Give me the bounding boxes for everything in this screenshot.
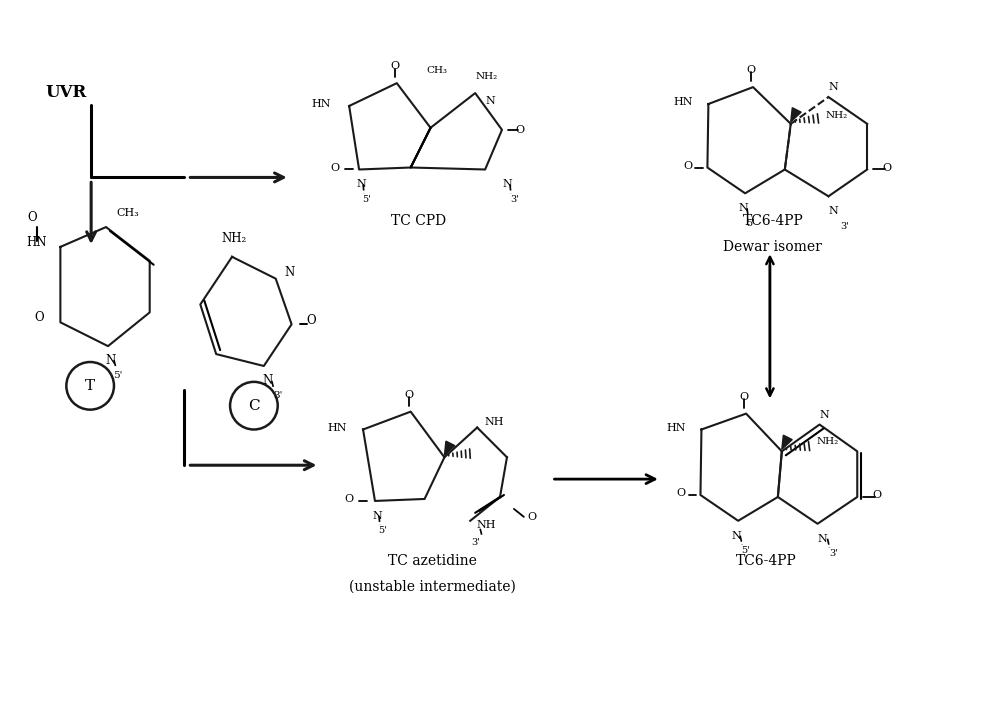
Text: N: N	[485, 96, 495, 106]
Text: O: O	[331, 162, 340, 173]
Text: N: N	[818, 534, 827, 544]
Text: 3': 3'	[829, 549, 838, 558]
Text: N: N	[738, 203, 748, 213]
Text: O: O	[740, 392, 749, 402]
Text: HN: HN	[673, 97, 693, 107]
Text: N: N	[372, 511, 382, 521]
Text: HN: HN	[666, 422, 686, 432]
Text: O: O	[747, 66, 756, 75]
Text: UVR: UVR	[45, 84, 87, 100]
Text: N: N	[502, 179, 512, 189]
Text: 5': 5'	[742, 546, 751, 555]
Polygon shape	[782, 435, 792, 449]
Text: N: N	[263, 374, 273, 387]
Text: O: O	[527, 512, 536, 522]
Text: (unstable intermediate): (unstable intermediate)	[349, 579, 516, 593]
Polygon shape	[791, 108, 801, 122]
Text: N: N	[731, 531, 741, 541]
Text: O: O	[307, 314, 316, 327]
Text: NH₂: NH₂	[476, 72, 498, 81]
Text: N: N	[284, 266, 295, 280]
Text: 5': 5'	[747, 218, 756, 228]
Text: N: N	[356, 179, 366, 189]
Text: O: O	[28, 210, 37, 223]
Text: N: N	[820, 410, 829, 419]
Text: 5': 5'	[378, 526, 387, 535]
Text: NH: NH	[484, 416, 504, 427]
Text: 3': 3'	[840, 221, 849, 231]
Text: O: O	[404, 389, 413, 400]
Text: NH₂: NH₂	[816, 437, 839, 446]
Text: TC azetidine: TC azetidine	[388, 555, 477, 569]
Text: 5': 5'	[113, 371, 123, 381]
Text: CH₃: CH₃	[426, 66, 447, 75]
Text: 5': 5'	[363, 195, 371, 204]
Text: O: O	[390, 61, 399, 71]
Text: O: O	[683, 161, 692, 170]
Text: O: O	[515, 124, 524, 135]
Text: HN: HN	[328, 422, 347, 432]
Text: TC6-4PP: TC6-4PP	[743, 214, 803, 228]
Text: NH₂: NH₂	[221, 232, 247, 245]
Text: N: N	[829, 82, 838, 92]
Polygon shape	[444, 441, 455, 455]
Text: O: O	[873, 490, 882, 500]
Text: 3': 3'	[273, 391, 282, 400]
Text: N: N	[829, 206, 838, 216]
Text: 3': 3'	[472, 538, 481, 547]
Text: HN: HN	[312, 99, 331, 109]
Text: O: O	[676, 488, 685, 498]
Text: TC CPD: TC CPD	[391, 214, 446, 228]
Text: CH₃: CH₃	[116, 208, 139, 218]
Text: TC6-4PP: TC6-4PP	[736, 555, 796, 569]
Text: T: T	[85, 379, 95, 393]
Text: NH₂: NH₂	[825, 111, 848, 120]
Text: Dewar isomer: Dewar isomer	[723, 240, 822, 254]
Text: N: N	[106, 354, 116, 366]
Text: O: O	[882, 162, 892, 173]
Text: C: C	[248, 399, 260, 413]
Text: HN: HN	[26, 237, 46, 250]
Text: O: O	[34, 311, 44, 324]
Text: NH: NH	[476, 520, 496, 530]
Text: 3': 3'	[510, 195, 519, 204]
Text: O: O	[345, 494, 354, 504]
